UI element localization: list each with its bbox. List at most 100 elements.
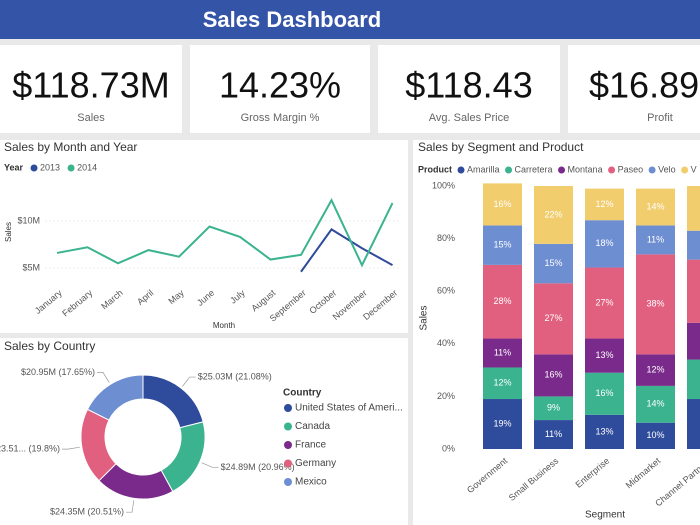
kpi-card (568, 45, 700, 133)
leader-line (96, 372, 110, 383)
header-title: Sales Dashboard (203, 7, 382, 32)
bar-segment (687, 322, 700, 360)
panel (0, 140, 408, 333)
data-label: 18% (595, 238, 613, 248)
legend-marker (558, 166, 566, 174)
legend-marker (284, 478, 292, 486)
data-label: 15% (493, 240, 511, 250)
leader-line (201, 462, 219, 468)
data-label: 13% (595, 426, 613, 436)
leader-line (61, 446, 80, 450)
data-label: 12% (595, 199, 613, 209)
data-label: 10% (646, 430, 664, 440)
legend-title: Year (4, 162, 24, 172)
leader-line (182, 376, 196, 387)
kpi-card (190, 45, 370, 133)
legend-marker (284, 459, 292, 468)
chart-title: Sales by Month and Year (4, 140, 137, 154)
data-label: $20.95M (17.65%) (21, 367, 95, 377)
data-label: 16% (544, 370, 562, 380)
data-label: $24.35M (20.51%) (50, 507, 124, 517)
legend-title: Product (418, 164, 452, 174)
bar-segment (585, 338, 624, 373)
bar-segment (636, 385, 675, 423)
bar-segment (585, 414, 624, 449)
bar-segment (636, 225, 675, 255)
legend-label: Amarilla (467, 164, 500, 174)
bar-segment (483, 264, 522, 339)
data-label: 22% (544, 209, 562, 219)
data-label: 16% (493, 199, 511, 209)
data-label: 16% (595, 388, 613, 398)
legend-marker (681, 166, 689, 174)
y-tick-label: 0% (442, 443, 455, 453)
data-label: 9% (547, 403, 560, 413)
kpi-value: $118.43 (405, 65, 532, 106)
legend-marker (284, 404, 292, 412)
bar-segment (483, 183, 522, 226)
kpi-label: Avg. Sales Price (429, 112, 510, 124)
data-label: $25.03M (21.08%) (198, 371, 272, 381)
bar-segment (636, 422, 675, 449)
kpi-card (378, 45, 560, 133)
data-label: 14% (646, 399, 664, 409)
bar-segment (483, 225, 522, 265)
legend-label: 2013 (40, 162, 60, 172)
y-tick-label: 80% (437, 233, 455, 243)
legend-label: Canada (295, 421, 330, 432)
bar-segment (483, 399, 522, 449)
pie-slice (86, 374, 144, 421)
chart-title: Sales by Segment and Product (418, 140, 584, 154)
y-axis-title: Sales (419, 305, 430, 330)
bar-segment (534, 354, 573, 397)
legend-label: Mexico (295, 477, 327, 488)
bar-segment (636, 354, 675, 386)
legend-marker (284, 441, 292, 449)
bar-segment (687, 259, 700, 323)
data-label: 14% (646, 201, 664, 211)
data-label: 27% (544, 313, 562, 323)
data-label: 13% (595, 350, 613, 360)
y-tick-label: 20% (437, 391, 455, 401)
kpi-value: $118.73M (12, 65, 169, 106)
kpi-label: Sales (77, 112, 105, 124)
kpi-value: $16.89 (589, 65, 699, 106)
bar-segment (483, 367, 522, 400)
bar-segment (585, 220, 624, 268)
legend-marker (608, 166, 616, 174)
bar-segment (687, 359, 700, 400)
bar-segment (585, 372, 624, 415)
x-axis-title: Month (213, 321, 235, 330)
bar-segment (585, 188, 624, 221)
data-label: 19% (493, 418, 511, 428)
legend-marker (67, 164, 75, 172)
leader-line (126, 500, 135, 513)
legend-marker (457, 166, 465, 174)
legend-label: Velo (658, 164, 676, 174)
y-tick-label: 60% (437, 286, 455, 296)
bar-segment (687, 186, 700, 231)
legend-label: Germany (295, 458, 336, 469)
data-label: $23.51... (19.8%) (0, 443, 60, 453)
chart-title: Sales by Country (4, 339, 95, 353)
header-bar (0, 0, 700, 39)
y-tick-label: $10M (17, 215, 40, 225)
data-label: 27% (595, 297, 613, 307)
kpi-label: Profit (647, 112, 673, 124)
data-label: 28% (493, 296, 511, 306)
data-label: 11% (545, 429, 562, 439)
legend-label: Carretera (515, 164, 553, 174)
kpi-card (0, 45, 182, 133)
y-axis-title: Sales (4, 222, 13, 242)
legend-label: Paseo (618, 164, 644, 174)
x-axis-title: Segment (585, 510, 625, 521)
legend-marker (284, 422, 292, 431)
legend-marker (30, 164, 38, 172)
line-series (56, 198, 394, 268)
bar-segment (585, 267, 624, 339)
y-tick-label: $5M (22, 262, 40, 272)
y-tick-label: 40% (437, 338, 455, 348)
data-label: $24.89M (20.96%) (221, 462, 295, 472)
legend-label: United States of Ameri... (295, 403, 403, 414)
